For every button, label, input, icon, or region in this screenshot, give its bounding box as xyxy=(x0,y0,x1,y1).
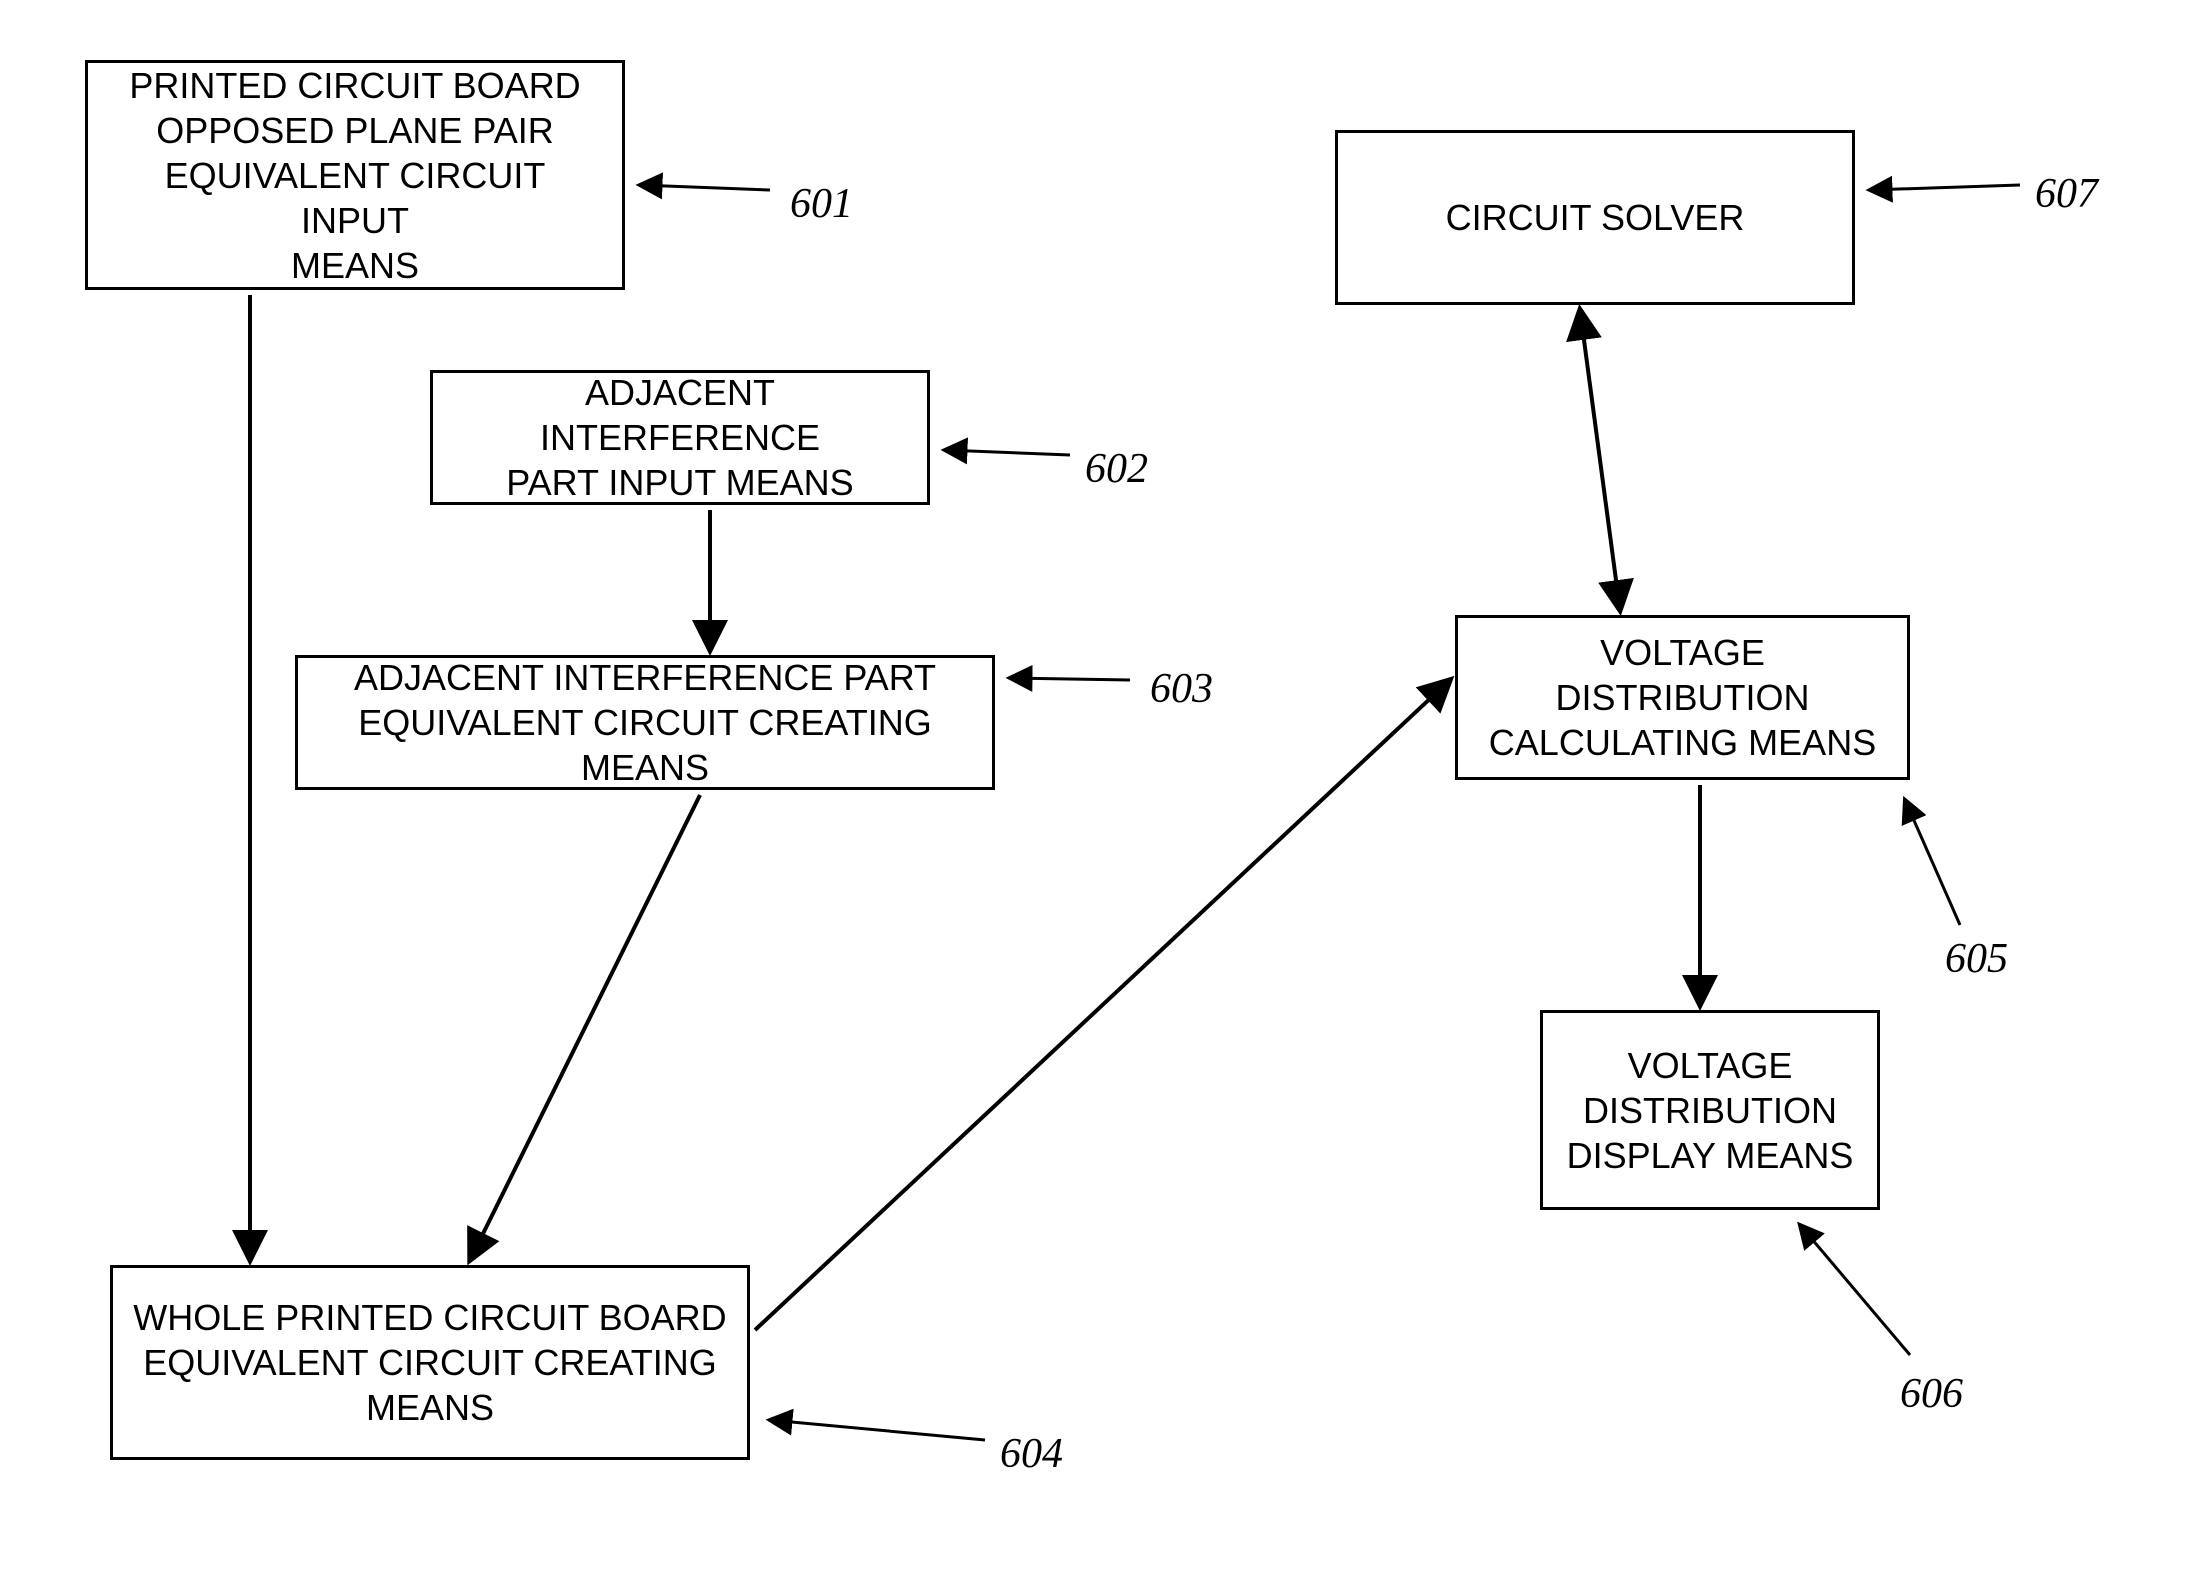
edge-n603-n604 xyxy=(470,795,700,1260)
node-label: ADJACENT INTERFERENCEPART INPUT MEANS xyxy=(453,370,907,505)
flowchart-node-n607: CIRCUIT SOLVER xyxy=(1335,130,1855,305)
ref-label-607: 607 xyxy=(2035,170,2098,218)
ref-arrow-607 xyxy=(1870,185,2020,190)
ref-label-602: 602 xyxy=(1085,445,1148,493)
ref-arrow-605 xyxy=(1905,800,1960,925)
node-label: PRINTED CIRCUIT BOARDOPPOSED PLANE PAIRE… xyxy=(108,63,602,288)
ref-label-601: 601 xyxy=(790,180,853,228)
ref-arrow-602 xyxy=(945,450,1070,455)
ref-label-606: 606 xyxy=(1900,1370,1963,1418)
ref-arrow-601 xyxy=(640,185,770,190)
flowchart-node-n604: WHOLE PRINTED CIRCUIT BOARDEQUIVALENT CI… xyxy=(110,1265,750,1460)
flowchart-node-n603: ADJACENT INTERFERENCE PARTEQUIVALENT CIR… xyxy=(295,655,995,790)
node-label: CIRCUIT SOLVER xyxy=(1446,195,1745,240)
ref-label-604: 604 xyxy=(1000,1430,1063,1478)
ref-arrow-606 xyxy=(1800,1225,1910,1355)
edge-n605-n607 xyxy=(1580,310,1620,610)
node-label: VOLTAGE DISTRIBUTIONCALCULATING MEANS xyxy=(1478,630,1887,765)
ref-label-605: 605 xyxy=(1945,935,2008,983)
flowchart-stage: PRINTED CIRCUIT BOARDOPPOSED PLANE PAIRE… xyxy=(0,0,2210,1570)
flowchart-node-n601: PRINTED CIRCUIT BOARDOPPOSED PLANE PAIRE… xyxy=(85,60,625,290)
node-label: ADJACENT INTERFERENCE PARTEQUIVALENT CIR… xyxy=(318,655,972,790)
ref-arrow-604 xyxy=(770,1420,985,1440)
ref-label-603: 603 xyxy=(1150,665,1213,713)
node-label: VOLTAGEDISTRIBUTIONDISPLAY MEANS xyxy=(1567,1043,1854,1178)
node-label: WHOLE PRINTED CIRCUIT BOARDEQUIVALENT CI… xyxy=(133,1295,726,1430)
ref-arrow-603 xyxy=(1010,678,1130,680)
flowchart-node-n605: VOLTAGE DISTRIBUTIONCALCULATING MEANS xyxy=(1455,615,1910,780)
flowchart-node-n602: ADJACENT INTERFERENCEPART INPUT MEANS xyxy=(430,370,930,505)
flowchart-node-n606: VOLTAGEDISTRIBUTIONDISPLAY MEANS xyxy=(1540,1010,1880,1210)
